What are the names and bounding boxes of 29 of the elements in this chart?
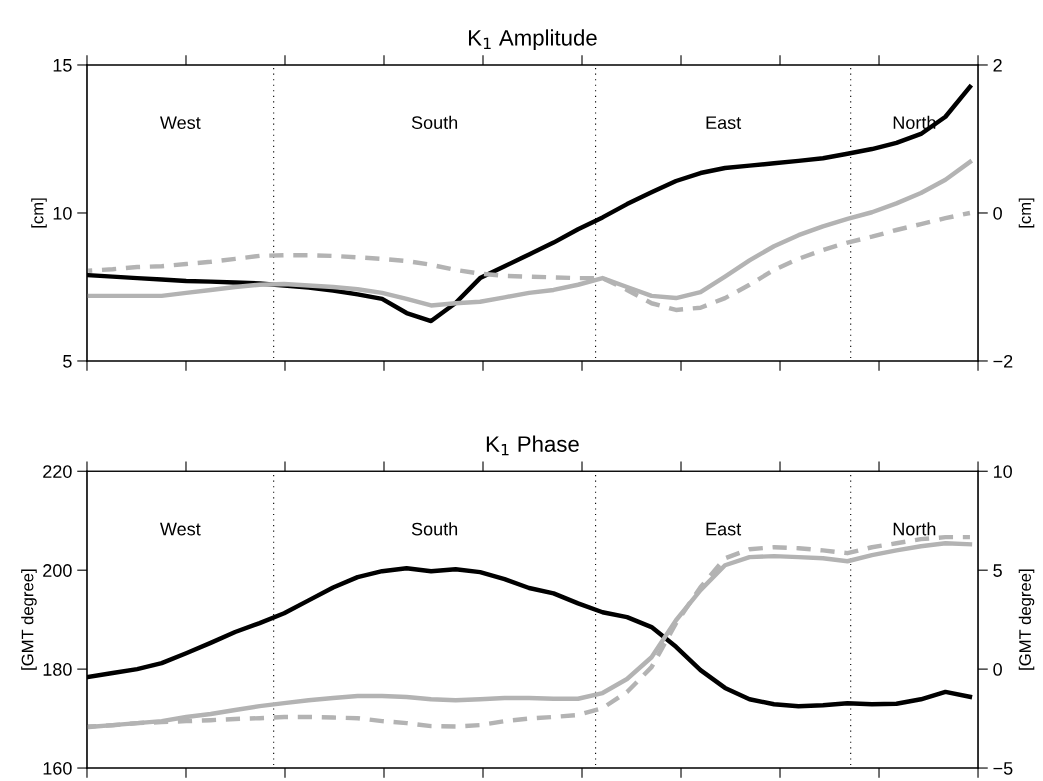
y-tick-label: 180 (43, 663, 72, 676)
y2-tick-label: −2 (993, 354, 1013, 368)
annotation: West (160, 116, 201, 130)
annotation: North (893, 115, 936, 130)
y-tick-label: 220 (43, 465, 72, 478)
y2-tick-label: 5 (993, 564, 1002, 577)
y-tick-label: 160 (43, 761, 72, 775)
chart-title: K$_{1}$ Phase (486, 435, 579, 456)
annotation: North (893, 522, 936, 536)
y-axis-title: [GMT degree] (21, 569, 37, 670)
chart-title: K$_{1}$ Amplitude (468, 29, 597, 51)
y2-tick-label: 2 (993, 58, 1002, 72)
line-series (86, 159, 973, 308)
y2-tick-label: 0 (993, 206, 1002, 220)
y-axis-title: [cm] (31, 198, 47, 228)
y2-tick-label: −5 (993, 762, 1013, 775)
y2-tick-label: 10 (993, 465, 1012, 478)
annotation: East (706, 116, 742, 130)
annotation: South (411, 115, 458, 130)
annotation: East (706, 522, 742, 536)
y-tick-label: 15 (53, 59, 72, 72)
y-tick-label: 200 (43, 564, 72, 577)
y2-axis-title: [GMT degree] (1018, 569, 1035, 670)
y2-axis-title: [cm] (1018, 198, 1035, 228)
y2-tick-label: 0 (993, 663, 1002, 676)
y-tick-label: 10 (53, 206, 72, 220)
annotation: West (160, 522, 201, 536)
annotation: South (411, 522, 458, 536)
y-tick-label: 5 (63, 355, 72, 368)
